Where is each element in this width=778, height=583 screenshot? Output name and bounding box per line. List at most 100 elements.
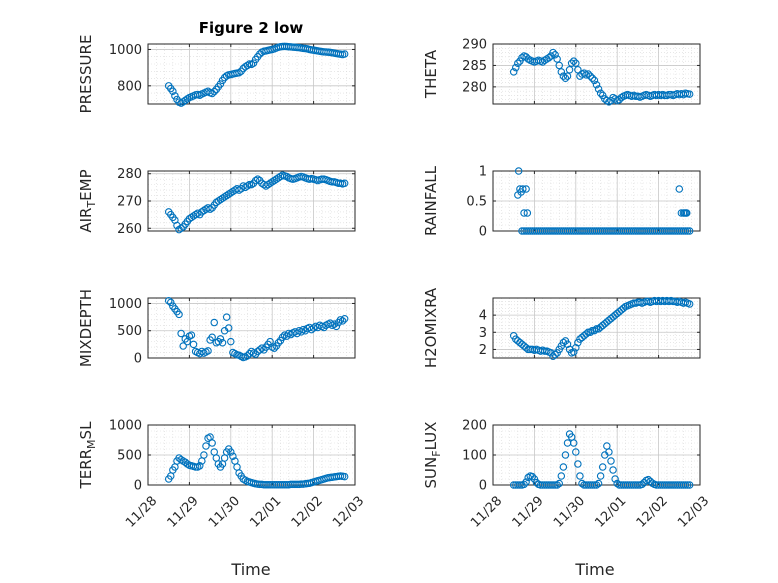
data-point [557, 68, 566, 76]
data-point [251, 176, 260, 185]
x-axis-label-right: Time [574, 560, 614, 579]
data-point [677, 209, 686, 217]
y-tick-label: 0 [479, 225, 487, 240]
data-point [187, 331, 196, 339]
data-point [569, 348, 578, 356]
data-point [596, 472, 605, 480]
y-tick-label: 3 [479, 326, 487, 341]
data-point [243, 182, 252, 190]
data-point [514, 59, 522, 68]
data-point [512, 63, 520, 72]
y-axis-label: SUNFLUX [422, 422, 443, 489]
data-point [210, 318, 218, 327]
data-point [340, 472, 349, 481]
y-tick-label: 0 [134, 479, 142, 494]
data-point [567, 59, 576, 68]
data-point [559, 338, 568, 347]
data-point [202, 442, 210, 450]
data-point [685, 300, 694, 308]
x-tick-label: 12/01 [247, 494, 284, 531]
x-tick-label: 12/02 [634, 494, 671, 531]
data-point [235, 68, 243, 77]
data-point [551, 350, 559, 359]
data-point [559, 72, 568, 80]
y-tick-label: 0.5 [466, 195, 487, 210]
data-point [227, 448, 235, 456]
data-point [218, 338, 227, 347]
data-point [243, 352, 252, 360]
data-point [551, 50, 559, 59]
data-point [586, 72, 595, 80]
data-point [309, 324, 318, 332]
panel-pressure: 800 1000 PRESSURE [77, 35, 356, 113]
data-point [685, 481, 694, 489]
data-point [222, 313, 231, 321]
data-point [216, 80, 225, 88]
x-axis-label-left: Time [230, 560, 270, 579]
y-tick-label: 0 [479, 479, 487, 494]
data-point [683, 209, 691, 217]
y-tick-label: 285 [462, 59, 487, 74]
data-point [204, 347, 212, 355]
data-point [611, 475, 619, 483]
data-point [569, 439, 578, 447]
data-point [586, 328, 595, 337]
data-point [590, 76, 599, 85]
x-tick-label: 11/30 [551, 494, 588, 531]
data-point [224, 324, 233, 332]
data-point [514, 167, 523, 175]
data-point [638, 480, 646, 489]
data-point [592, 481, 601, 489]
data-point [208, 333, 216, 342]
data-point [607, 457, 615, 465]
axes-box [492, 43, 701, 105]
y-tick-label: 280 [117, 167, 142, 182]
data-point [208, 89, 216, 98]
data-point [681, 481, 690, 489]
x-tick-label: 11/28 [468, 494, 505, 531]
data-point [216, 335, 225, 343]
data-point [675, 185, 684, 193]
axes-box [147, 43, 356, 105]
data-point [274, 338, 283, 347]
data-point [326, 319, 334, 327]
data-point [270, 344, 279, 352]
data-point [509, 68, 518, 76]
data-point [247, 180, 256, 189]
data-point [249, 59, 258, 67]
data-point [519, 185, 527, 193]
data-point [561, 451, 570, 459]
data-point [609, 466, 617, 474]
y-tick-label: 4 [479, 309, 487, 324]
data-point [177, 224, 185, 233]
data-point [200, 451, 208, 459]
data-point [330, 320, 339, 328]
data-point [685, 227, 694, 235]
data-point [532, 478, 541, 487]
data-point [177, 329, 185, 338]
data-point [594, 85, 603, 93]
data-point [555, 61, 563, 70]
data-point [253, 175, 262, 183]
data-point [522, 185, 530, 193]
x-tick-label: 11/29 [165, 494, 202, 531]
panel-h2omixra: 2 3 4 H2OMIXRA [422, 287, 701, 368]
data-point [297, 328, 305, 336]
data-point [559, 463, 568, 471]
data-point [576, 472, 584, 480]
data-point [582, 330, 590, 338]
data-point [258, 344, 266, 352]
data-point [553, 481, 561, 489]
x-tick-label: 12/03 [330, 494, 367, 531]
data-point [193, 209, 202, 218]
data-point [574, 460, 582, 468]
data-point [338, 317, 347, 325]
y-tick-label: 2 [479, 343, 487, 358]
data-point [206, 205, 214, 213]
data-point [208, 439, 216, 447]
data-point [557, 472, 566, 480]
panel-terr_msl: 0 500 1000 TERRMSL 11/28 11/29 11/30 12/01 12/02… [77, 419, 367, 531]
data-point [551, 481, 559, 489]
y-tick-label: 500 [117, 324, 142, 339]
x-tick-label: 11/30 [206, 494, 243, 531]
